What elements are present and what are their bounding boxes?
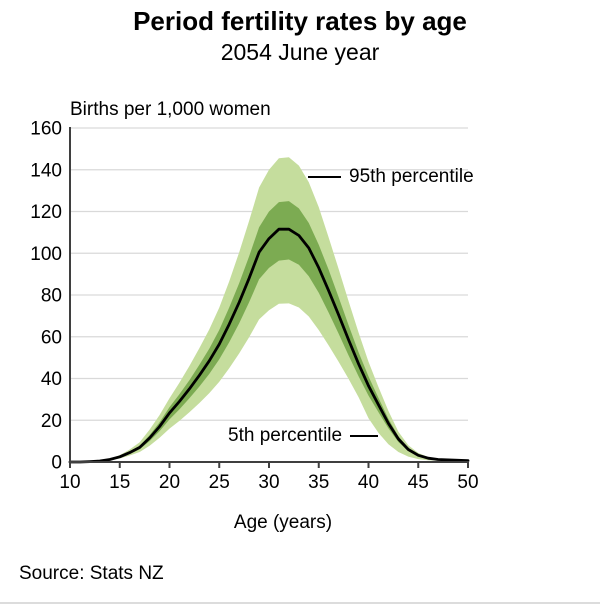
x-tick-label: 30 <box>258 472 279 493</box>
annotation-95th-label: 95th percentile <box>349 166 474 187</box>
y-tick-label: 80 <box>41 286 62 307</box>
leader-line-5th <box>350 435 379 437</box>
bottom-divider <box>0 602 600 604</box>
y-axis-title: Births per 1,000 women <box>70 99 271 120</box>
annotation-95th-percentile: 95th percentile <box>308 166 474 188</box>
x-tick-label: 50 <box>457 472 478 493</box>
chart-title: Period fertility rates by age <box>133 6 467 36</box>
x-tick-label: 40 <box>358 472 379 493</box>
y-tick-label: 100 <box>30 244 62 265</box>
y-tick-label: 140 <box>30 160 62 181</box>
median-line <box>68 227 470 464</box>
y-tick-label: 20 <box>41 411 62 432</box>
x-tick-label: 25 <box>209 472 230 493</box>
annotation-5th-percentile: 5th percentile <box>228 425 379 447</box>
x-tick-label: 20 <box>159 472 180 493</box>
annotation-5th-label: 5th percentile <box>228 425 343 446</box>
y-tick-label: 0 <box>51 453 62 474</box>
y-tick-label: 120 <box>30 202 62 223</box>
x-tick-label: 35 <box>308 472 329 493</box>
leader-line-95th <box>308 176 341 178</box>
inner-band-25th-75th <box>70 201 468 462</box>
x-tick-label: 15 <box>109 472 130 493</box>
x-tick-label: 45 <box>408 472 429 493</box>
x-axis-title: Age (years) <box>233 512 333 533</box>
y-tick-label: 160 <box>30 119 62 140</box>
y-tick-label: 40 <box>41 369 62 390</box>
outer-band-5th-95th <box>70 157 468 462</box>
y-tick-label: 60 <box>41 327 62 348</box>
source-note: Source: Stats NZ <box>19 563 164 584</box>
chart-subtitle: 2054 June year <box>220 39 380 65</box>
x-tick-label: 10 <box>59 472 80 493</box>
